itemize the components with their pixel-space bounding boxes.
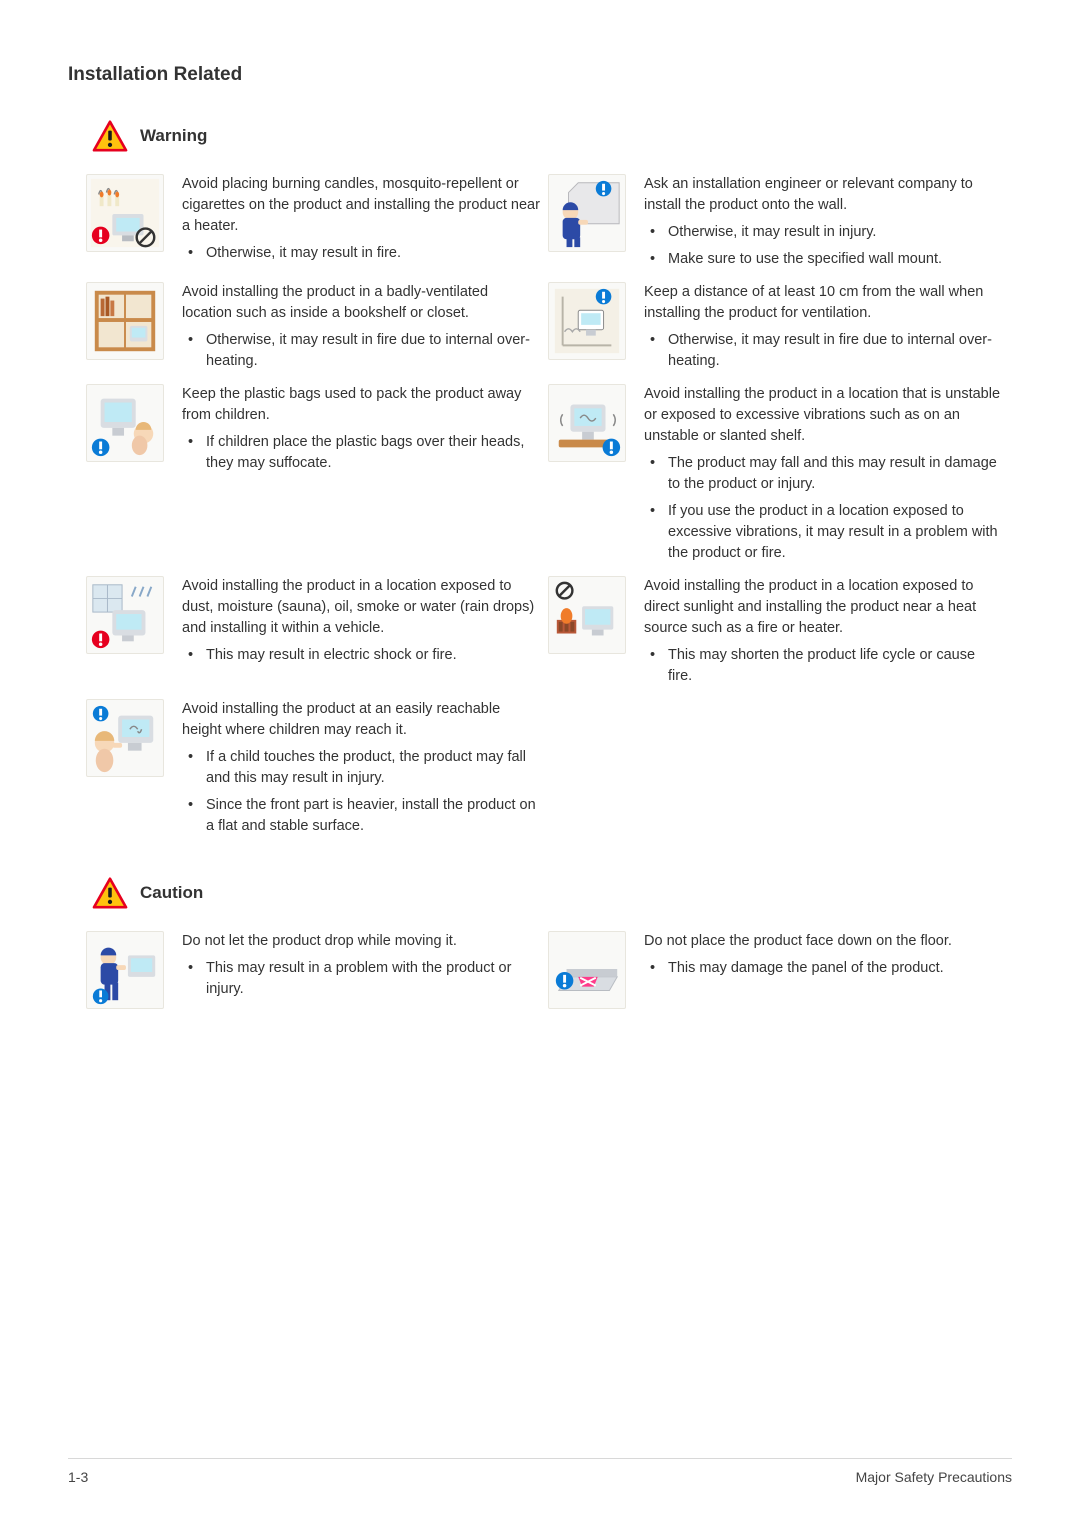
warning-item: Avoid placing burning candles, mosquito-…: [86, 174, 540, 276]
bullet-text: This may damage the panel of the product…: [644, 958, 1002, 979]
caution-item: Do not place the product face down on th…: [548, 931, 1002, 1009]
thumb-dust-icon: [86, 576, 164, 654]
warning-content: Avoid installing the product at an easil…: [182, 699, 540, 843]
warning-item: Keep a distance of at least 10 cm from t…: [548, 282, 1002, 378]
intro-text: Keep a distance of at least 10 cm from t…: [644, 282, 1002, 324]
bullet-text: Make sure to use the specified wall moun…: [644, 249, 1002, 270]
bullet-text: If you use the product in a location exp…: [644, 501, 1002, 564]
thumb-plasticbag-icon: [86, 384, 164, 462]
caution-content: Do not let the product drop while moving…: [182, 931, 540, 1006]
bullet-text: This may result in electric shock or fir…: [182, 645, 540, 666]
warning-content: Avoid installing the product in a badly-…: [182, 282, 540, 378]
bullet-text: Otherwise, it may result in fire.: [182, 243, 540, 264]
section-title: Installation Related: [68, 64, 1012, 86]
thumb-unstable-icon: [548, 384, 626, 462]
warning-item: Avoid installing the product in a locati…: [86, 576, 540, 693]
bullet-text: Since the front part is heavier, install…: [182, 795, 540, 837]
warning-item: Keep the plastic bags used to pack the p…: [86, 384, 540, 570]
intro-text: Ask an installation engineer or relevant…: [644, 174, 1002, 216]
footer-section-name: Major Safety Precautions: [856, 1469, 1012, 1485]
intro-text: Avoid installing the product in a badly-…: [182, 282, 540, 324]
warning-content: Avoid installing the product in a locati…: [644, 576, 1002, 693]
warning-content: Keep the plastic bags used to pack the p…: [182, 384, 540, 480]
warning-triangle-icon: [92, 120, 128, 152]
warning-item: Avoid installing the product in a badly-…: [86, 282, 540, 378]
warning-label: Warning: [140, 126, 207, 146]
thumb-sunlight-icon: [548, 576, 626, 654]
bullet-text: This may result in a problem with the pr…: [182, 958, 540, 1000]
warning-grid: Avoid placing burning candles, mosquito-…: [86, 174, 1012, 849]
warning-item: Avoid installing the product at an easil…: [86, 699, 540, 843]
caution-grid: Do not let the product drop while moving…: [86, 931, 1012, 1015]
intro-text: Avoid installing the product in a locati…: [644, 576, 1002, 639]
warning-header: Warning: [92, 120, 1012, 152]
caution-item: Do not let the product drop while moving…: [86, 931, 540, 1009]
intro-text: Keep the plastic bags used to pack the p…: [182, 384, 540, 426]
bullet-text: The product may fall and this may result…: [644, 453, 1002, 495]
caution-label: Caution: [140, 883, 203, 903]
intro-text: Avoid installing the product at an easil…: [182, 699, 540, 741]
intro-text: Avoid installing the product in a locati…: [644, 384, 1002, 447]
thumb-drop-icon: [86, 931, 164, 1009]
bullet-text: Otherwise, it may result in fire due to …: [182, 330, 540, 372]
caution-triangle-icon: [92, 877, 128, 909]
caution-header: Caution: [92, 877, 1012, 909]
bullet-text: If children place the plastic bags over …: [182, 432, 540, 474]
bullet-text: Otherwise, it may result in injury.: [644, 222, 1002, 243]
thumb-facedown-icon: [548, 931, 626, 1009]
intro-text: Do not place the product face down on th…: [644, 931, 1002, 952]
footer-page-number: 1-3: [68, 1469, 88, 1485]
bullet-text: This may shorten the product life cycle …: [644, 645, 1002, 687]
warning-content: Keep a distance of at least 10 cm from t…: [644, 282, 1002, 378]
bullet-text: If a child touches the product, the prod…: [182, 747, 540, 789]
warning-item: Avoid installing the product in a locati…: [548, 384, 1002, 570]
bullet-text: Otherwise, it may result in fire due to …: [644, 330, 1002, 372]
thumb-bookshelf-icon: [86, 282, 164, 360]
caution-content: Do not place the product face down on th…: [644, 931, 1002, 985]
thumb-engineer-icon: [548, 174, 626, 252]
page-footer: 1-3 Major Safety Precautions: [68, 1458, 1012, 1485]
warning-item: Avoid installing the product in a locati…: [548, 576, 1002, 693]
warning-item: Ask an installation engineer or relevant…: [548, 174, 1002, 276]
intro-text: Do not let the product drop while moving…: [182, 931, 540, 952]
warning-content: Avoid placing burning candles, mosquito-…: [182, 174, 540, 270]
warning-content: Ask an installation engineer or relevant…: [644, 174, 1002, 276]
thumb-candles-icon: [86, 174, 164, 252]
intro-text: Avoid placing burning candles, mosquito-…: [182, 174, 540, 237]
intro-text: Avoid installing the product in a locati…: [182, 576, 540, 639]
warning-content: Avoid installing the product in a locati…: [182, 576, 540, 672]
thumb-distance-icon: [548, 282, 626, 360]
thumb-children-icon: [86, 699, 164, 777]
warning-content: Avoid installing the product in a locati…: [644, 384, 1002, 570]
